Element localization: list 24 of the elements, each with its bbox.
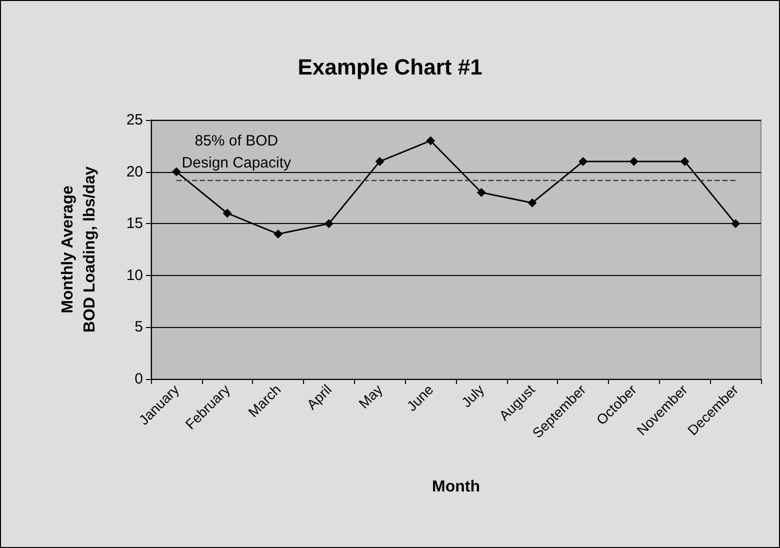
ref-line-label: 85% of BOD Design Capacity xyxy=(182,132,292,172)
chart-title: Example Chart #1 xyxy=(298,54,482,80)
y-tick-label: 15 xyxy=(126,215,143,232)
y-axis-title: Monthly Average BOD Loading, lbs/day xyxy=(60,166,98,333)
y-tick-label: 0 xyxy=(134,370,143,388)
point xyxy=(324,219,334,228)
point xyxy=(578,156,588,166)
point xyxy=(528,198,537,208)
x-tick-label: May xyxy=(355,381,386,412)
point xyxy=(375,156,384,166)
y-tick-label: 10 xyxy=(126,266,143,284)
point xyxy=(476,188,486,198)
point xyxy=(274,229,283,238)
point xyxy=(426,136,436,146)
point xyxy=(731,219,740,228)
x-axis-title: Month xyxy=(432,478,480,496)
x-tick-label: July xyxy=(458,381,488,410)
point xyxy=(222,208,232,218)
y-tick-label: 5 xyxy=(134,318,143,336)
point xyxy=(172,167,181,176)
point xyxy=(629,156,638,166)
y-tick-label: 25 xyxy=(126,112,143,128)
point xyxy=(680,156,690,166)
y-tick-label: 20 xyxy=(126,163,143,180)
